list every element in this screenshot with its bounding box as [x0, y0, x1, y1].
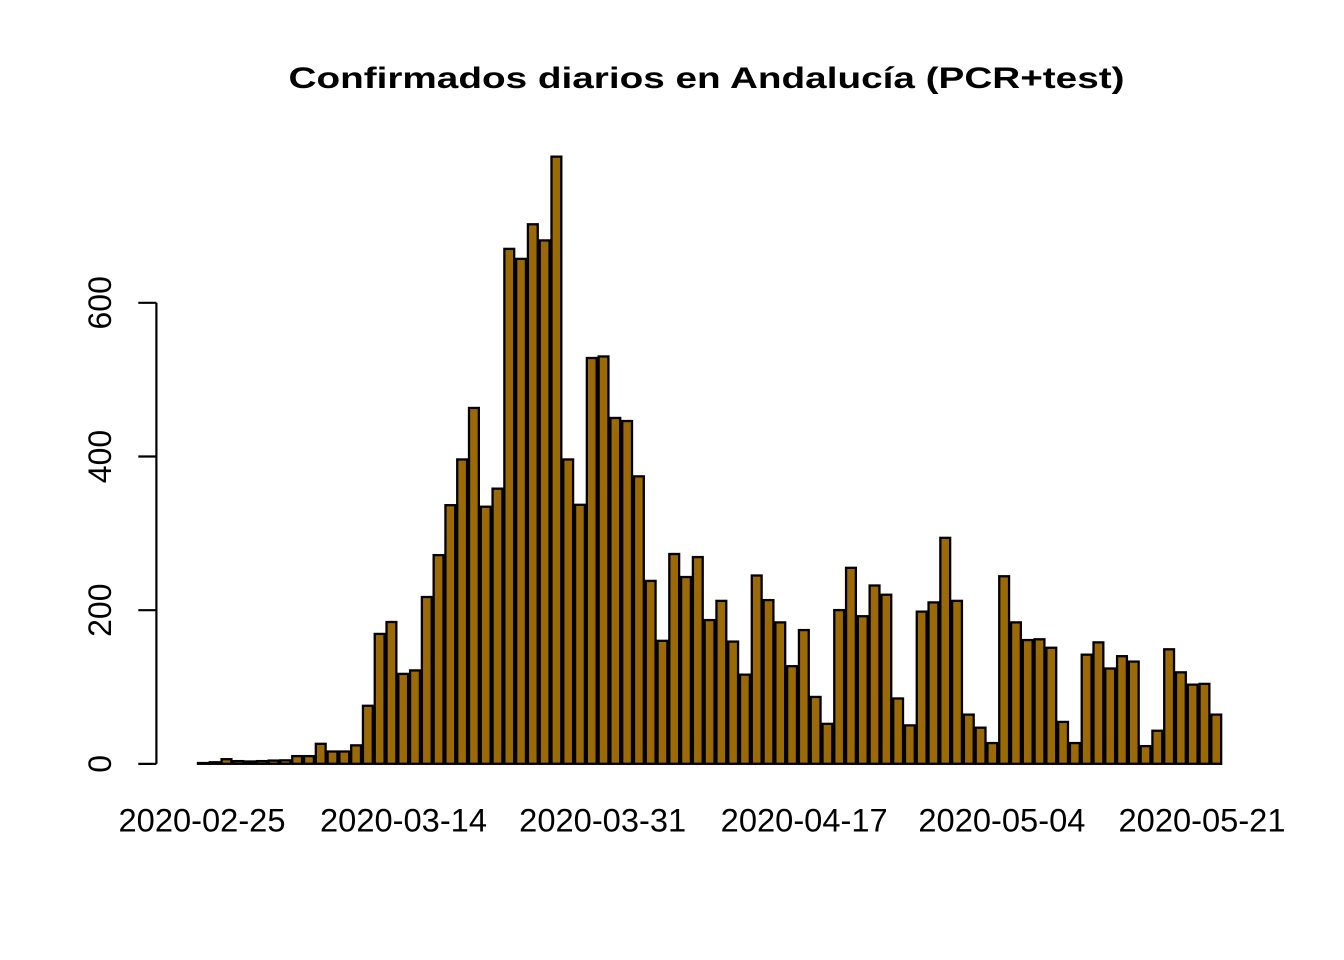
svg-text:Confirmados diarios en Andaluc: Confirmados diarios en Andalucía (PCR+te… [289, 62, 1125, 95]
svg-text:2020-03-14: 2020-03-14 [320, 803, 487, 839]
svg-text:200: 200 [82, 584, 118, 637]
svg-text:2020-04-17: 2020-04-17 [721, 803, 888, 839]
svg-text:600: 600 [82, 276, 118, 329]
svg-text:2020-05-04: 2020-05-04 [918, 803, 1085, 839]
svg-text:2020-05-21: 2020-05-21 [1119, 803, 1286, 839]
svg-text:0: 0 [82, 755, 118, 773]
svg-text:2020-02-25: 2020-02-25 [119, 803, 286, 839]
svg-text:400: 400 [82, 430, 118, 483]
svg-text:2020-03-31: 2020-03-31 [519, 803, 686, 839]
